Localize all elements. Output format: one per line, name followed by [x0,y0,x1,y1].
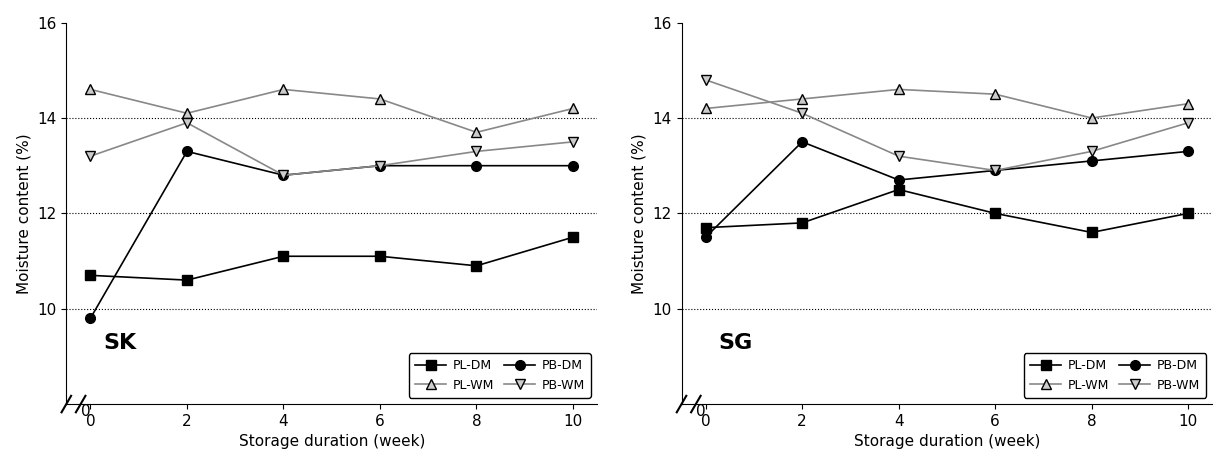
PL-WM [84,87,98,92]
PL-DM [698,225,713,231]
PL-DM [891,187,906,192]
PL-DM [277,254,291,259]
PB-WM [84,153,98,159]
PB-WM [1084,149,1099,154]
PB-DM [891,177,906,183]
Text: SG: SG [719,333,753,353]
PL-WM [795,96,810,102]
PB-DM [277,172,291,178]
Line: PB-DM: PB-DM [701,137,1193,242]
PB-DM [795,139,810,144]
PL-WM [372,96,387,102]
PB-DM [1084,158,1099,164]
PL-DM [1181,211,1196,216]
PB-WM [891,153,906,159]
PL-DM [1084,230,1099,235]
PL-DM [469,263,484,268]
PL-WM [469,130,484,135]
X-axis label: Storage duration (week): Storage duration (week) [238,434,425,449]
PL-DM [565,234,580,240]
Line: PL-WM: PL-WM [86,84,578,137]
PB-WM [469,149,484,154]
Line: PB-WM: PB-WM [701,75,1193,175]
Y-axis label: Moisture content (%): Moisture content (%) [632,133,646,294]
Line: PB-DM: PB-DM [86,146,578,323]
PB-WM [698,77,713,82]
PL-DM [179,277,194,283]
PL-DM [795,220,810,226]
PB-DM [372,163,387,169]
PL-WM [1084,115,1099,121]
PB-DM [988,168,1003,173]
Legend: PL-DM, PL-WM, PB-DM, PB-WM: PL-DM, PL-WM, PB-DM, PB-WM [1024,353,1206,398]
PB-DM [698,234,713,240]
PL-WM [1181,101,1196,107]
PB-DM [179,149,194,154]
PB-DM [565,163,580,169]
Line: PB-WM: PB-WM [86,118,578,180]
PL-WM [698,106,713,111]
PL-WM [988,91,1003,97]
PB-WM [277,172,291,178]
PL-DM [988,211,1003,216]
PL-DM [372,254,387,259]
PB-DM [469,163,484,169]
PL-WM [565,106,580,111]
Y-axis label: Moisture content (%): Moisture content (%) [17,133,32,294]
PL-WM [891,87,906,92]
PB-DM [1181,149,1196,154]
Line: PL-DM: PL-DM [86,233,578,285]
Legend: PL-DM, PL-WM, PB-DM, PB-WM: PL-DM, PL-WM, PB-DM, PB-WM [409,353,591,398]
PL-WM [277,87,291,92]
Line: PL-DM: PL-DM [701,185,1193,237]
Text: 0: 0 [696,404,705,419]
PB-WM [795,110,810,116]
PB-DM [84,315,98,321]
PB-WM [988,168,1003,173]
Line: PL-WM: PL-WM [701,84,1193,123]
Text: 0: 0 [81,404,91,419]
PB-WM [179,120,194,125]
Text: SK: SK [103,333,136,353]
PB-WM [372,163,387,169]
PL-WM [179,110,194,116]
X-axis label: Storage duration (week): Storage duration (week) [854,434,1040,449]
PL-DM [84,273,98,278]
PB-WM [565,139,580,144]
PB-WM [1181,120,1196,125]
